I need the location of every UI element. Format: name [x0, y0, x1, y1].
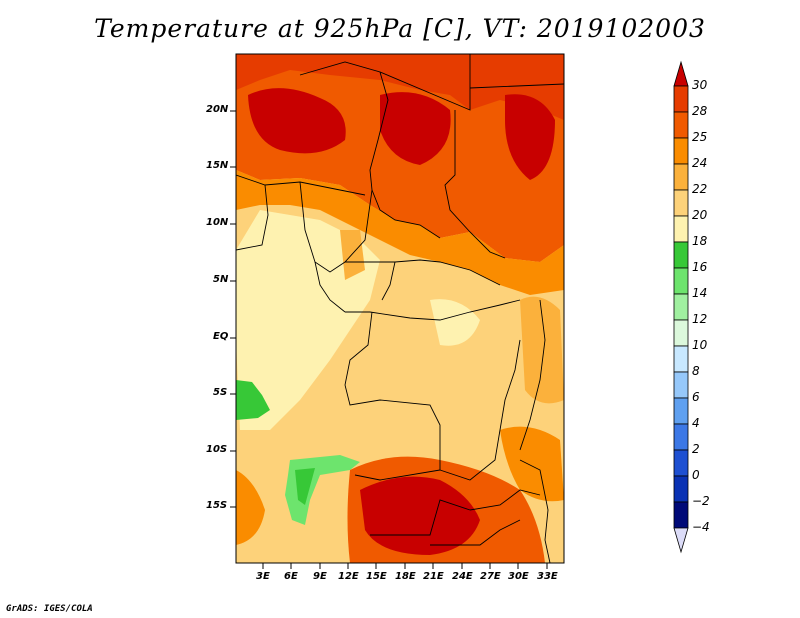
- lon-label-6e: 6E: [284, 571, 298, 582]
- colorbar-swatch: [673, 371, 689, 399]
- colorbar-level-label: 18: [692, 234, 708, 248]
- temperature-field: [236, 54, 564, 563]
- lon-label-33e: 33E: [537, 571, 558, 582]
- colorbar-swatch: [673, 319, 689, 347]
- lon-label-15e: 15E: [366, 571, 387, 582]
- colorbar-level-label: 12: [692, 312, 708, 326]
- colorbar-level-label: 8: [692, 364, 700, 378]
- lat-label-10s: 10S: [206, 444, 228, 455]
- colorbar-swatch: [673, 85, 689, 113]
- colorbar-swatch: [673, 267, 689, 295]
- colorbar-swatch: [673, 137, 689, 165]
- colorbar-level-label: 14: [692, 286, 708, 300]
- colorbar-bottom-arrow: [673, 527, 689, 554]
- colorbar-swatch: [673, 293, 689, 321]
- colorbar: [673, 60, 689, 554]
- lat-label-10n: 10N: [206, 217, 229, 228]
- lat-label-15n: 15N: [206, 160, 229, 171]
- colorbar-swatch: [673, 423, 689, 451]
- lon-label-9e: 9E: [313, 571, 327, 582]
- lon-label-27e: 27E: [480, 571, 501, 582]
- colorbar-level-label: 2: [692, 442, 700, 456]
- lon-label-24e: 24E: [452, 571, 473, 582]
- lon-label-18e: 18E: [395, 571, 416, 582]
- colorbar-level-label: 10: [692, 338, 708, 352]
- map-frame: [235, 53, 565, 564]
- lat-ticks: [230, 110, 236, 508]
- colorbar-level-label: 4: [692, 416, 700, 430]
- colorbar-swatch: [673, 449, 689, 477]
- lat-label-15s: 15S: [206, 500, 228, 511]
- colorbar-swatch: [673, 345, 689, 373]
- colorbar-level-label: −4: [692, 520, 710, 534]
- colorbar-level-label: 0: [692, 468, 700, 482]
- chart-title: Temperature at 925hPa [C], VT: 201910200…: [94, 14, 706, 43]
- footer-credit: GrADS: IGES/COLA: [6, 604, 93, 614]
- lat-label-5n: 5N: [213, 274, 229, 285]
- colorbar-level-label: 6: [692, 390, 700, 404]
- colorbar-top-arrow: [673, 60, 689, 87]
- colorbar-level-label: 24: [692, 156, 708, 170]
- colorbar-level-label: 16: [692, 260, 708, 274]
- colorbar-swatch: [673, 215, 689, 243]
- lon-label-21e: 21E: [423, 571, 444, 582]
- colorbar-level-label: 28: [692, 104, 708, 118]
- colorbar-level-label: 22: [692, 182, 708, 196]
- colorbar-swatch: [673, 111, 689, 139]
- lon-ticks: [262, 563, 548, 569]
- lat-label-5s: 5S: [213, 387, 228, 398]
- colorbar-level-label: 30: [692, 78, 708, 92]
- country-borders: [236, 54, 564, 563]
- colorbar-level-label: 20: [692, 208, 708, 222]
- lon-label-30e: 30E: [508, 571, 529, 582]
- lon-label-12e: 12E: [338, 571, 359, 582]
- colorbar-swatch: [673, 189, 689, 217]
- colorbar-swatch: [673, 163, 689, 191]
- colorbar-swatch: [673, 241, 689, 269]
- colorbar-swatch: [673, 501, 689, 529]
- colorbar-level-label: −2: [692, 494, 710, 508]
- lon-label-3e: 3E: [256, 571, 270, 582]
- lat-label-20n: 20N: [206, 104, 229, 115]
- colorbar-level-label: 25: [692, 130, 708, 144]
- colorbar-swatch: [673, 475, 689, 503]
- lat-label-eq: EQ: [213, 331, 229, 342]
- colorbar-swatch: [673, 397, 689, 425]
